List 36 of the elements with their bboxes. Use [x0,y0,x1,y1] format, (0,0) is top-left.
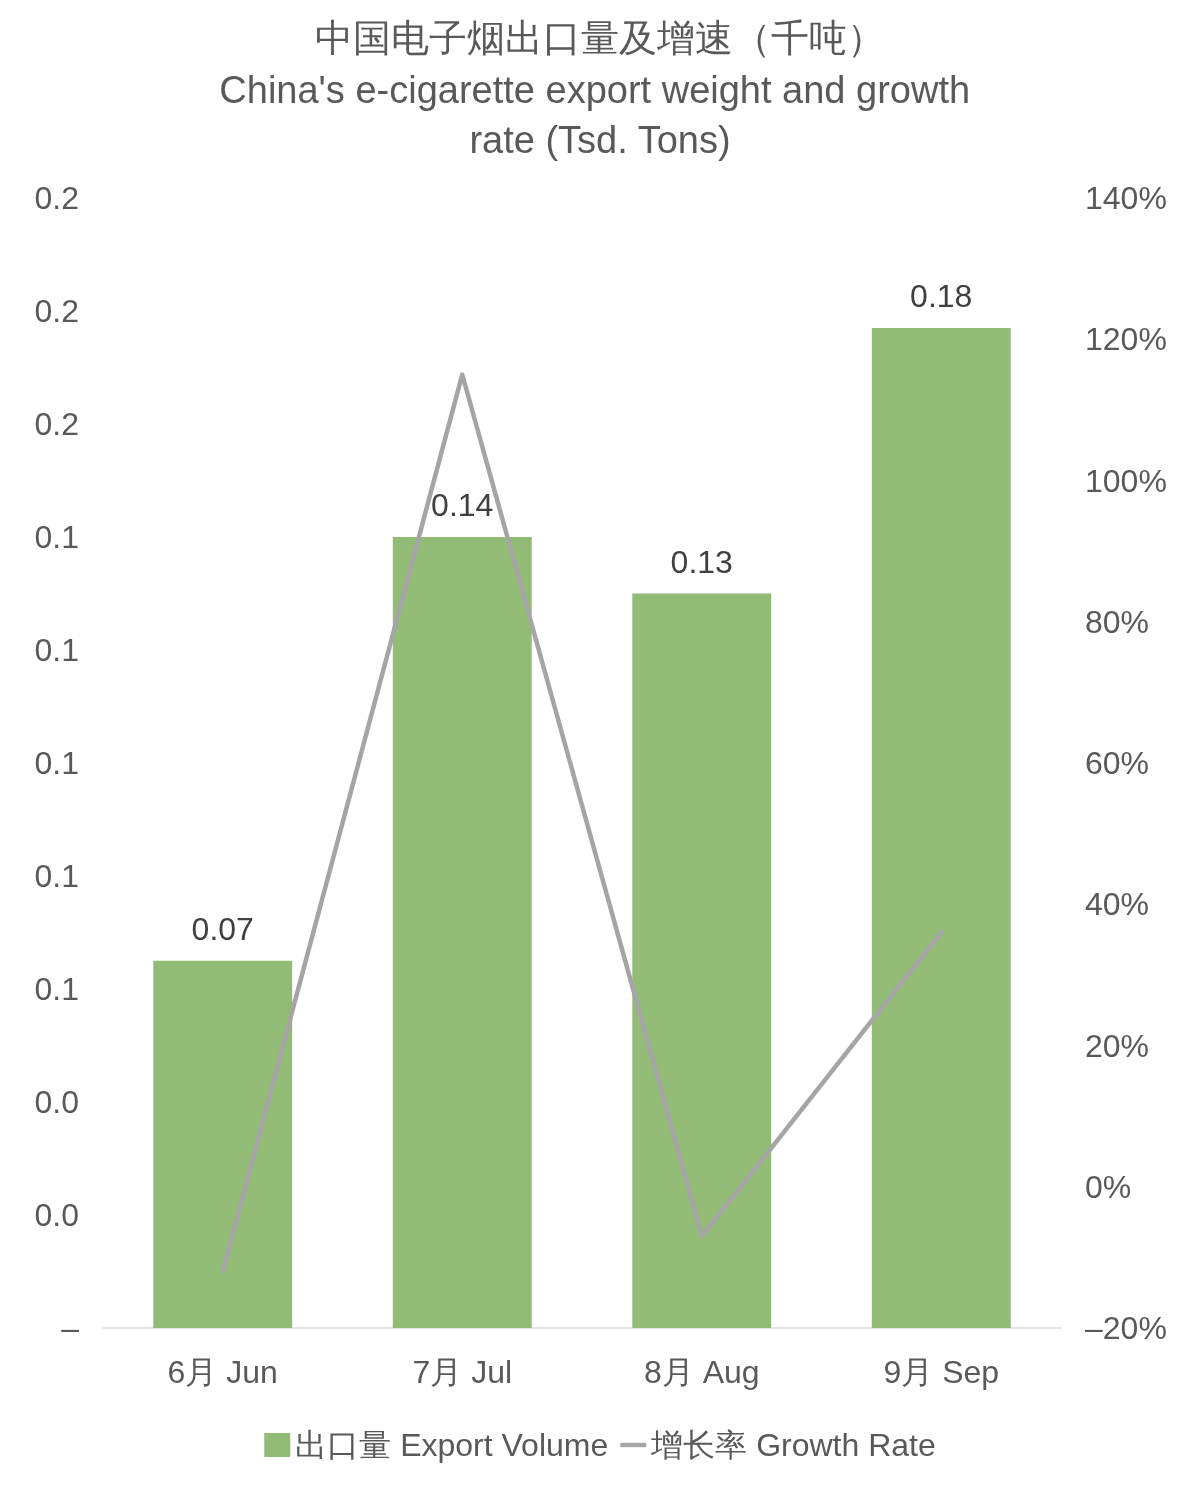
y-tick-label: 0.1 [34,971,79,1007]
data-label: 0.14 [431,487,494,523]
y2-tick-label: 100% [1085,462,1167,499]
x-tick-label: 7月 Jul [412,1354,513,1390]
y-tick-label: 0.1 [34,745,79,781]
y2-tick-label: 80% [1085,603,1150,640]
y2-tick-label: 140% [1085,180,1167,216]
y2-tick-label: 40% [1085,886,1150,923]
y-tick-label: 0.1 [34,519,79,555]
bar [871,327,1011,1328]
y-tick-label: 0.1 [34,858,79,894]
legend-label: 增长率 Growth Rate [650,1427,936,1463]
legend-label: 出口量 Export Volume [295,1427,609,1463]
chart-subtitle: China's e-cigarette export weight and growth rate (Tsd. Tons) [219,69,981,161]
bar [632,593,772,1328]
y2-tick-label: –20% [1085,1310,1167,1346]
y-tick-label: 0.2 [34,180,79,216]
data-label: 0.18 [910,277,973,314]
x-tick-label: 8月 Aug [643,1354,760,1390]
y-tick-label: 0.1 [34,632,79,668]
chart-title: 中国电子烟出口量及增速（千吨） [315,17,885,59]
y-tick-label: – [61,1310,80,1346]
bar [153,960,293,1328]
y-tick-label: 0.2 [34,293,79,329]
x-tick-label: 9月 Sep [883,1354,1000,1390]
bar [392,537,532,1328]
data-label: 0.07 [191,910,254,947]
y2-tick-label: 60% [1085,745,1150,781]
x-tick-label: 6月 Jun [167,1354,278,1390]
y2-tick-label: 0% [1085,1168,1132,1205]
y-tick-label: 0.2 [34,406,79,442]
data-label: 0.13 [670,543,733,580]
y2-tick-label: 120% [1085,321,1167,358]
y2-tick-label: 20% [1085,1027,1150,1064]
y-tick-label: 0.0 [34,1084,79,1120]
y-tick-label: 0.0 [34,1197,79,1233]
